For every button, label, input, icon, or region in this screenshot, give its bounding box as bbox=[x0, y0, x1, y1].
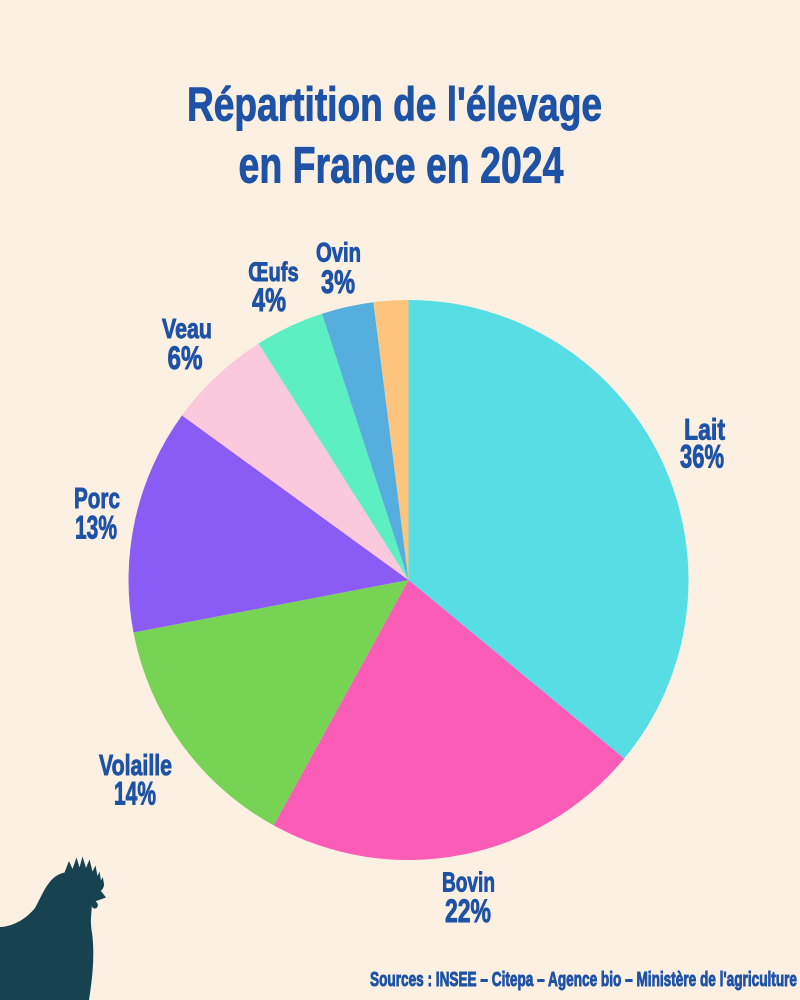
svg-text:4%: 4% bbox=[252, 282, 286, 318]
svg-text:3%: 3% bbox=[321, 264, 355, 300]
svg-text:36%: 36% bbox=[680, 439, 724, 475]
svg-text:en France en 2024: en France en 2024 bbox=[239, 137, 564, 194]
svg-text:13%: 13% bbox=[75, 510, 117, 546]
svg-text:22%: 22% bbox=[445, 893, 491, 929]
svg-text:Porc: Porc bbox=[74, 483, 120, 515]
svg-text:Volaille: Volaille bbox=[99, 750, 172, 782]
svg-text:Répartition de l'élevage: Répartition de l'élevage bbox=[187, 78, 602, 131]
svg-text:Veau: Veau bbox=[162, 313, 212, 344]
svg-text:6%: 6% bbox=[168, 340, 203, 376]
svg-text:Œufs: Œufs bbox=[248, 257, 298, 288]
svg-text:Ovin: Ovin bbox=[316, 238, 361, 268]
svg-text:Lait: Lait bbox=[684, 414, 725, 447]
svg-text:Sources : INSEE – Citepa – Age: Sources : INSEE – Citepa – Agence bio – … bbox=[370, 969, 797, 991]
svg-text:Bovin: Bovin bbox=[442, 867, 495, 898]
svg-text:14%: 14% bbox=[114, 776, 156, 812]
